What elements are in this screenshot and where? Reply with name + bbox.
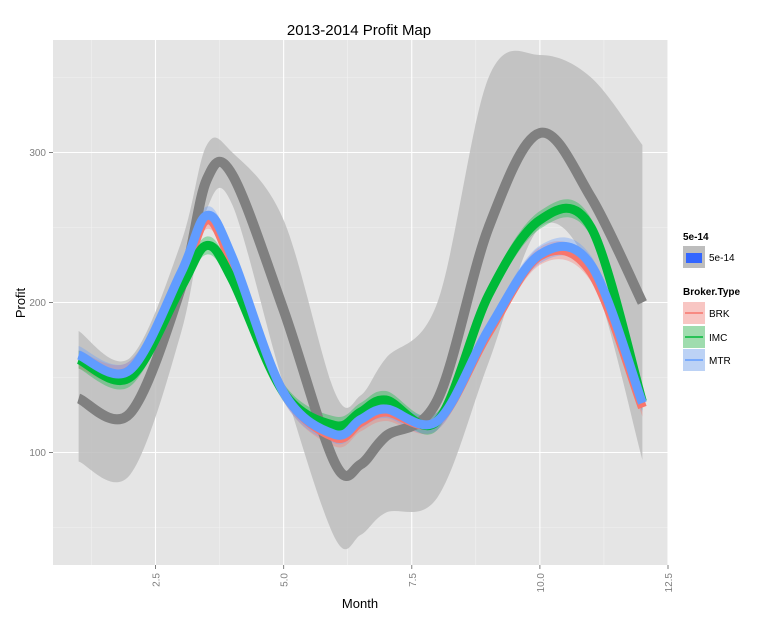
legend-label-brk: BRK bbox=[709, 309, 730, 320]
x-tick-label: 7.5 bbox=[408, 573, 419, 587]
legend: 5e-14 5e-14 Broker.Type BRK IMC MTR bbox=[683, 232, 740, 371]
legend-label-imc: IMC bbox=[709, 333, 727, 344]
band-5e-14 bbox=[78, 50, 643, 550]
x-axis-title: Month bbox=[342, 596, 378, 611]
legend-title-trend: 5e-14 bbox=[683, 232, 709, 243]
series-lines bbox=[76, 127, 647, 481]
chart-title: 2013-2014 Profit Map bbox=[287, 22, 431, 39]
x-tick-label: 5.0 bbox=[280, 573, 291, 587]
legend-label-trend: 5e-14 bbox=[709, 253, 735, 264]
legend-swatch-trend bbox=[686, 253, 702, 263]
x-tick-label: 12.5 bbox=[664, 573, 675, 593]
series-line-imc bbox=[76, 203, 647, 431]
legend-label-mtr: MTR bbox=[709, 356, 731, 367]
x-tick-label: 10.0 bbox=[536, 573, 547, 593]
y-tick-label: 100 bbox=[29, 448, 46, 459]
axis-ticks: 2.5 5.0 7.5 10.0 12.5 100 200 300 bbox=[29, 148, 675, 592]
y-tick-label: 200 bbox=[29, 298, 46, 309]
series-line-mtr bbox=[76, 210, 647, 440]
y-tick-label: 300 bbox=[29, 148, 46, 159]
y-axis-title: Profit bbox=[13, 287, 28, 318]
x-tick-label: 2.5 bbox=[152, 573, 163, 587]
legend-title-broker: Broker.Type bbox=[683, 287, 740, 298]
